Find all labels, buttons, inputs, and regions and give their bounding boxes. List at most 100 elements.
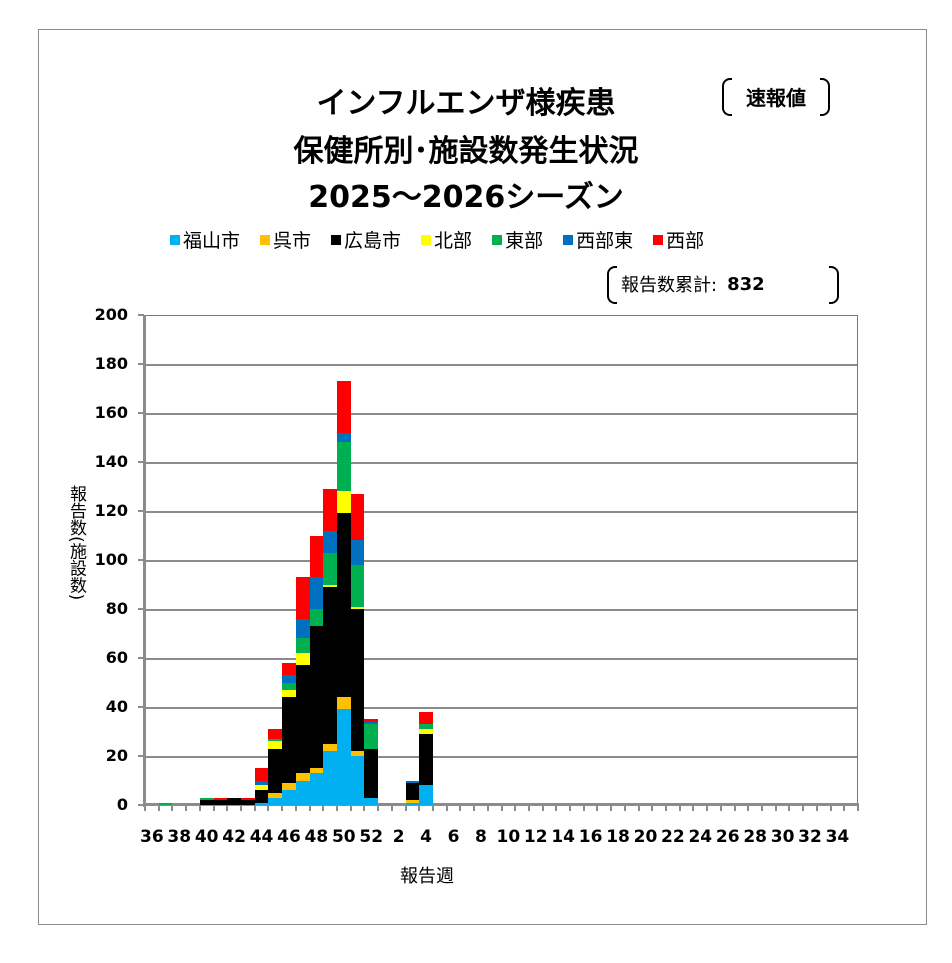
- y-tick: [138, 804, 144, 806]
- y-tick-label: 200: [94, 305, 128, 324]
- bar-segment: [268, 729, 283, 739]
- bar-segment: [364, 719, 379, 722]
- x-tick: [733, 805, 736, 811]
- bar-segment: [350, 606, 365, 610]
- chart-title-line2: 保健所別･施設数発生状況: [293, 134, 639, 169]
- bar-segment: [350, 756, 365, 805]
- y-tick-label: 180: [94, 354, 128, 373]
- gridline: [145, 609, 857, 611]
- gridline: [145, 511, 857, 513]
- x-tick: [486, 805, 489, 811]
- x-tick: [239, 805, 242, 811]
- bar-segment: [350, 751, 365, 756]
- bar-segment: [295, 618, 310, 639]
- y-tick: [138, 314, 144, 316]
- x-tick: [569, 805, 572, 811]
- stacked-bar: [295, 577, 310, 805]
- bar-segment: [419, 785, 433, 805]
- y-tick-label: 160: [94, 403, 128, 422]
- x-tick: [253, 805, 256, 811]
- bar-segment: [323, 584, 337, 587]
- x-tick: [678, 805, 681, 811]
- bar-segment: [323, 489, 337, 531]
- x-tick: [514, 805, 517, 811]
- cumulative-total: 報告数累計: 832: [607, 266, 839, 304]
- bar-segment: [309, 626, 324, 769]
- preliminary-badge: 速報値: [722, 78, 830, 116]
- chart-legend: 福山市 呉市 広島市 北部 東部 西部東 西部: [170, 226, 704, 253]
- legend-swatch-icon: [492, 234, 503, 245]
- x-axis-title: 報告週: [400, 866, 454, 887]
- bar-segment: [309, 577, 324, 610]
- x-tick-label: 2: [392, 827, 405, 847]
- bar-segment: [323, 552, 337, 585]
- bracket-right-icon: [829, 266, 839, 304]
- x-tick-label: 34: [825, 827, 850, 847]
- x-tick: [445, 805, 448, 811]
- bar-segment: [213, 797, 228, 801]
- legend-label: 西部東: [576, 230, 634, 252]
- x-tick-label: 48: [304, 827, 329, 847]
- y-tick-label: 140: [94, 452, 128, 471]
- stacked-bar: [199, 797, 214, 805]
- bar-segment: [268, 797, 283, 805]
- stacked-bar: [227, 797, 241, 805]
- bar-segment: [268, 741, 283, 749]
- y-tick-label: 40: [105, 697, 128, 716]
- legend-label: 広島市: [344, 230, 402, 252]
- bar-segment: [295, 665, 310, 774]
- y-tick: [138, 363, 144, 365]
- bar-segment: [295, 577, 310, 619]
- y-tick-label: 60: [105, 648, 128, 667]
- bar-segment: [309, 535, 324, 578]
- bar-segment: [199, 800, 214, 805]
- bar-segment: [240, 797, 255, 801]
- x-tick-label: 38: [167, 827, 192, 847]
- x-tick: [665, 805, 668, 811]
- bar-segment: [295, 653, 310, 666]
- y-axis: [143, 315, 146, 807]
- bar-segment: [158, 802, 173, 805]
- x-tick-label: 40: [194, 827, 219, 847]
- legend-item: 西部: [653, 226, 704, 253]
- bar-segment: [336, 513, 351, 698]
- legend-label: 福山市: [183, 230, 241, 252]
- y-tick-label: 120: [94, 501, 128, 520]
- legend-swatch-icon: [260, 234, 271, 245]
- x-tick: [212, 805, 215, 811]
- y-axis-title: 報告数(施設数): [66, 485, 86, 601]
- x-tick-label: 44: [249, 827, 274, 847]
- x-tick-label: 22: [661, 827, 685, 847]
- y-tick: [138, 412, 144, 414]
- x-tick-label: 4: [420, 827, 432, 847]
- bracket-left-icon: [607, 266, 617, 304]
- bar-segment: [254, 802, 269, 805]
- bar-segment: [254, 785, 269, 791]
- x-tick: [582, 805, 585, 811]
- bar-segment: [282, 790, 296, 805]
- x-tick-label: 20: [633, 827, 658, 847]
- legend-item: 呉市: [260, 226, 311, 253]
- x-tick: [322, 805, 325, 811]
- preliminary-badge-label: 速報値: [746, 85, 806, 110]
- bar-segment: [295, 780, 310, 805]
- x-tick-label: 42: [222, 827, 246, 847]
- stacked-bar: [350, 493, 365, 805]
- stacked-bar: [419, 711, 433, 805]
- x-tick: [815, 805, 818, 811]
- stacked-bar: [364, 719, 379, 805]
- stacked-bar: [282, 662, 296, 805]
- x-tick-label: 14: [551, 827, 576, 847]
- x-tick: [267, 805, 270, 811]
- x-tick: [527, 805, 530, 811]
- x-tick: [541, 805, 544, 811]
- x-tick: [281, 805, 284, 811]
- bar-segment: [227, 797, 241, 805]
- bar-segment: [323, 751, 337, 805]
- x-tick-label: 26: [715, 827, 740, 847]
- bar-segment: [364, 748, 379, 798]
- x-tick: [185, 805, 188, 811]
- stacked-bar: [405, 780, 420, 805]
- x-tick: [226, 805, 229, 811]
- x-tick-label: 18: [606, 827, 630, 847]
